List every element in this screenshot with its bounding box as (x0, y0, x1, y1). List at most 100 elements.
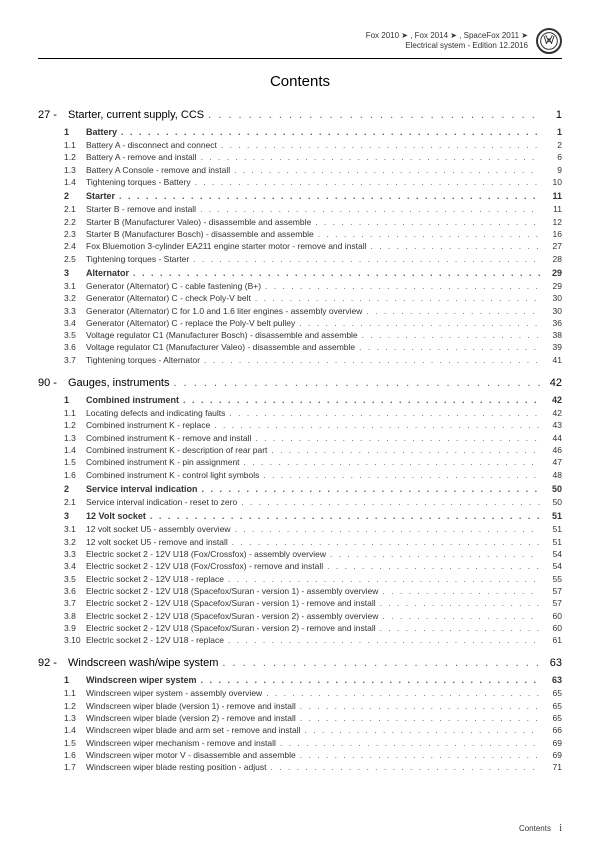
toc-page: 11 (544, 190, 562, 203)
toc-subsection-row: 1.1Windscreen wiper system - assembly ov… (38, 687, 562, 699)
toc-label: Generator (Alternator) C - cable fasteni… (86, 280, 261, 292)
toc-subsection-row: 3.7Tightening torques - Alternator41 (38, 354, 562, 366)
toc-page: 1 (544, 126, 562, 139)
toc-leader (305, 724, 541, 736)
toc-section: 2Starter112.1Starter B - remove and inst… (38, 190, 562, 265)
toc-section: 312 Volt socket513.112 volt socket U5 - … (38, 510, 562, 646)
toc-subsection-row: 3.5Electric socket 2 - 12V U18 - replace… (38, 573, 562, 585)
toc-number: 1.4 (38, 444, 82, 456)
toc-page: 55 (544, 573, 562, 585)
toc-number: 3.5 (38, 329, 82, 341)
toc-label: Battery A - disconnect and connect (86, 139, 217, 151)
toc-leader (183, 394, 540, 407)
toc-page: 44 (544, 432, 562, 444)
header-line1: Fox 2010 ➤ , Fox 2014 ➤ , SpaceFox 2011 … (366, 31, 528, 41)
toc-subsection-row: 3.6Voltage regulator C1 (Manufacturer Va… (38, 341, 562, 353)
toc-number: 1.3 (38, 164, 82, 176)
toc-leader (300, 712, 540, 724)
toc-number: 3.2 (38, 536, 82, 548)
toc-chapter-row: 27 -Starter, current supply, CCS1 (38, 108, 562, 124)
toc-leader (195, 176, 540, 188)
toc-leader (362, 329, 540, 341)
toc-label: Combined instrument K - replace (86, 419, 210, 431)
toc-page: 10 (544, 176, 562, 188)
toc-page: 2 (544, 139, 562, 151)
toc-label: Service interval indication - reset to z… (86, 496, 237, 508)
toc-leader (119, 190, 540, 203)
toc-subsection-row: 1.4 Windscreen wiper blade and arm set - … (38, 724, 562, 736)
toc-page: 9 (544, 164, 562, 176)
toc-subsection-row: 1.5Combined instrument K - pin assignmen… (38, 456, 562, 468)
toc-label: Fox Bluemotion 3-cylinder EA211 engine s… (86, 240, 366, 252)
toc-page: 65 (544, 687, 562, 699)
toc-subsection-row: 1.3Combined instrument K - remove and in… (38, 432, 562, 444)
toc-leader (200, 203, 540, 215)
toc-section: 2Service interval indication502.1Service… (38, 483, 562, 508)
table-of-contents: 27 -Starter, current supply, CCS11Batter… (38, 108, 562, 774)
toc-number: 2.4 (38, 240, 82, 252)
toc-label: Starter B - remove and install (86, 203, 196, 215)
toc-subsection-row: 3.9Electric socket 2 - 12V U18 (Spacefox… (38, 622, 562, 634)
toc-leader (232, 536, 540, 548)
toc-chapter-row: 92 -Windscreen wash/wipe system63 (38, 656, 562, 672)
toc-page: 61 (544, 634, 562, 646)
toc-page: 11 (544, 203, 562, 215)
toc-label: Electric socket 2 - 12V U18 (Spacefox/Su… (86, 585, 378, 597)
toc-page: 66 (544, 724, 562, 736)
toc-label: Electric socket 2 - 12V U18 (Spacefox/Su… (86, 622, 376, 634)
toc-leader (204, 354, 540, 366)
toc-subsection-row: 3.4Generator (Alternator) C - replace th… (38, 317, 562, 329)
toc-label: Starter B (Manufacturer Bosch) - disasse… (86, 228, 314, 240)
toc-leader (222, 656, 540, 672)
toc-leader (201, 151, 540, 163)
toc-number: 1 (38, 126, 82, 139)
toc-page: 1 (544, 108, 562, 124)
toc-chapter-row: 90 -Gauges, instruments42 (38, 376, 562, 392)
toc-page: 60 (544, 610, 562, 622)
toc-leader (270, 761, 540, 773)
toc-label: Windscreen wiper blade and arm set - rem… (86, 724, 301, 736)
toc-page: 51 (544, 510, 562, 523)
toc-page: 50 (544, 483, 562, 496)
toc-number: 3 (38, 267, 82, 280)
toc-leader (234, 164, 540, 176)
toc-label: Generator (Alternator) C - check Poly-V … (86, 292, 251, 304)
toc-page: 29 (544, 267, 562, 280)
toc-subsection-row: 3.5Voltage regulator C1 (Manufacturer Bo… (38, 329, 562, 341)
toc-page: 48 (544, 469, 562, 481)
toc-label: Windscreen wiper motor V - disassemble a… (86, 749, 296, 761)
toc-leader (330, 548, 540, 560)
toc-page: 42 (544, 376, 562, 392)
toc-leader (200, 674, 540, 687)
toc-subsection-row: 3.2Generator (Alternator) C - check Poly… (38, 292, 562, 304)
toc-subsection-row: 3.3Electric socket 2 - 12V U18 (Fox/Cros… (38, 548, 562, 560)
toc-number: 1.5 (38, 737, 82, 749)
toc-number: 1.3 (38, 432, 82, 444)
toc-page: 43 (544, 419, 562, 431)
toc-label: Electric socket 2 - 12V U18 - replace (86, 573, 224, 585)
toc-subsection-row: 3.8Electric socket 2 - 12V U18 (Spacefox… (38, 610, 562, 622)
toc-subsection-row: 3.3Generator (Alternator) C for 1.0 and … (38, 305, 562, 317)
toc-subsection-row: 1.1Locating defects and indicating fault… (38, 407, 562, 419)
toc-leader (300, 700, 540, 712)
toc-page: 47 (544, 456, 562, 468)
toc-leader (228, 573, 540, 585)
toc-number: 3.3 (38, 548, 82, 560)
toc-number: 1.4 (38, 724, 82, 736)
toc-leader (370, 240, 540, 252)
toc-number: 3.7 (38, 354, 82, 366)
toc-leader (228, 634, 540, 646)
toc-subsection-row: 1.6Windscreen wiper motor V - disassembl… (38, 749, 562, 761)
toc-leader (271, 444, 540, 456)
toc-label: Windscreen wiper mechanism - remove and … (86, 737, 276, 749)
toc-subsection-row: 2.3Starter B (Manufacturer Bosch) - disa… (38, 228, 562, 240)
toc-label: Battery A Console - remove and install (86, 164, 230, 176)
footer-page-number: i (559, 823, 562, 834)
toc-leader (300, 749, 540, 761)
toc-page: 42 (544, 394, 562, 407)
toc-leader (382, 610, 540, 622)
toc-leader (265, 280, 540, 292)
toc-number: 3.1 (38, 280, 82, 292)
toc-page: 42 (544, 407, 562, 419)
footer-label: Contents (519, 824, 551, 833)
